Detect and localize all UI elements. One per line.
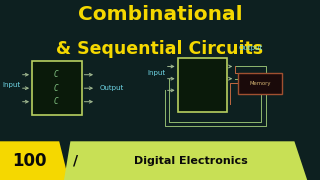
Text: Digital Electronics: Digital Electronics xyxy=(133,156,247,166)
Text: Memory: Memory xyxy=(249,81,271,86)
Text: & Sequential Circuits: & Sequential Circuits xyxy=(56,40,264,58)
Bar xyxy=(178,58,227,112)
Text: Input: Input xyxy=(2,82,20,89)
Text: Combinational: Combinational xyxy=(78,5,242,24)
Text: C: C xyxy=(53,70,58,79)
Polygon shape xyxy=(0,141,69,180)
Text: C: C xyxy=(53,97,58,106)
Text: Input: Input xyxy=(148,70,166,76)
Bar xyxy=(32,61,82,115)
Text: /: / xyxy=(73,154,78,168)
Text: 100: 100 xyxy=(12,152,47,170)
Text: Output: Output xyxy=(239,45,263,51)
Polygon shape xyxy=(64,141,307,180)
Text: Output: Output xyxy=(100,85,124,91)
Bar xyxy=(238,73,282,94)
Text: C: C xyxy=(53,84,58,93)
